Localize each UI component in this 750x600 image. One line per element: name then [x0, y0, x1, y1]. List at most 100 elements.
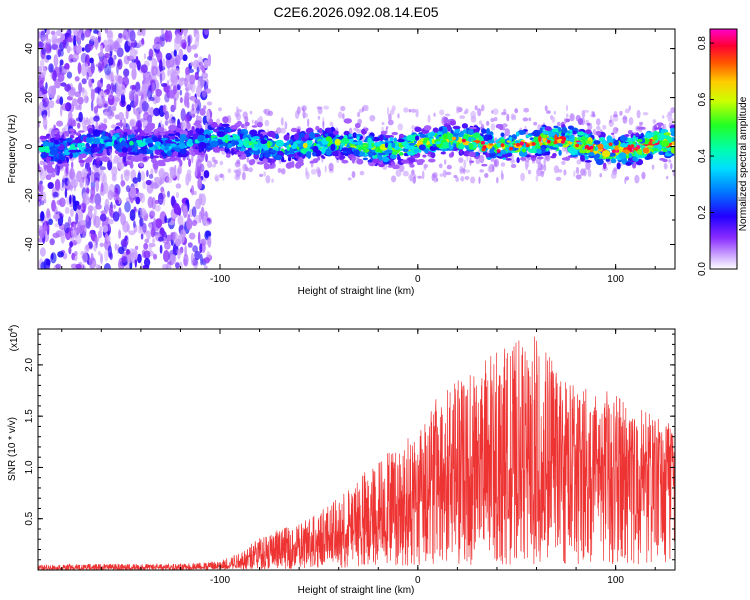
spectrogram-cell: [142, 156, 148, 161]
spectrogram-cell: [197, 177, 203, 190]
spectrogram-cell: [242, 111, 248, 120]
spectrogram-cell: [127, 152, 136, 155]
spectrogram-cell: [210, 119, 213, 124]
spectrogram-cell: [72, 53, 79, 61]
spectrogram-ticks: -100 0 100 -40 -20 0 20 40: [24, 29, 675, 285]
spectrogram-cell: [47, 182, 54, 189]
spectrogram-cell: [108, 204, 113, 216]
spectrogram-cell: [340, 105, 346, 112]
spectrogram-cell: [632, 156, 637, 162]
spectrogram-cell: [613, 139, 619, 146]
spectrogram-cell: [382, 156, 390, 163]
spectrogram-cell: [61, 179, 65, 188]
spectrogram-cell: [409, 163, 415, 168]
spectrogram-cell: [71, 229, 78, 235]
colorbar-tick-label: 0.2: [697, 205, 708, 219]
spectrogram-cell: [117, 60, 121, 66]
spectrogram-cell: [318, 127, 323, 134]
spectrogram-cell: [120, 173, 124, 181]
spectrogram-cell: [200, 65, 205, 71]
spectrogram-cell: [95, 155, 102, 165]
spectrogram-cell: [66, 45, 71, 54]
spectrogram-cell: [129, 162, 134, 169]
spectrogram-cell: [144, 238, 150, 244]
spectrogram-cell: [147, 142, 154, 148]
spectrogram-cell: [289, 154, 297, 157]
spectrogram-cell: [444, 113, 451, 117]
spectrogram-cell: [515, 131, 520, 137]
spectrogram-cell: [61, 162, 70, 167]
spectrogram-cell: [175, 127, 183, 133]
spectrogram-cell: [104, 249, 109, 262]
spectrogram-cell: [557, 169, 563, 173]
spectrogram-cell: [134, 110, 140, 116]
spectrogram-cell: [506, 113, 510, 122]
spectrogram-cell: [205, 88, 212, 94]
spectrogram-cell: [60, 232, 65, 244]
spectrogram-cell: [162, 58, 166, 71]
spectrogram-cell: [667, 117, 674, 122]
spectrogram-cell: [222, 116, 229, 124]
spectrogram-cell: [362, 104, 368, 112]
spectrogram-cell: [461, 123, 468, 129]
spectrogram-cell: [252, 136, 260, 140]
spectrogram-cell: [137, 172, 142, 183]
spectrogram-cell: [149, 156, 153, 159]
spectrogram-cell: [244, 163, 248, 171]
spectrogram-cell: [459, 147, 463, 155]
spectrogram-cell: [525, 143, 530, 148]
svg-text:(x104): (x104): [8, 325, 20, 352]
spectrogram-cell: [94, 36, 99, 50]
spectrogram-cell: [408, 109, 412, 113]
snr-frame: [37, 328, 676, 571]
spectrogram-cell: [43, 147, 51, 152]
spectrogram-cell: [169, 169, 177, 179]
spectrogram-cell: [550, 155, 556, 159]
spectrogram-cell: [411, 155, 420, 159]
spectrogram-cell: [325, 148, 332, 156]
spectrogram-cell: [150, 211, 155, 216]
spectrogram-cell: [330, 143, 336, 151]
colorbar-ticks: 0.0 0.2 0.4 0.6 0.8: [697, 36, 714, 276]
spectrogram-cell: [550, 147, 558, 150]
spectrogram-cell: [137, 228, 142, 234]
spectrogram-cell: [61, 134, 65, 138]
spectrogram-cell: [241, 129, 245, 134]
spectrogram-cell: [457, 144, 465, 150]
spectrogram-cell: [104, 63, 112, 76]
spectrogram-cell: [42, 135, 48, 140]
spectrogram-cell: [432, 144, 437, 147]
spectrogram-cell: [99, 90, 104, 97]
spectrogram-cell: [186, 44, 192, 53]
spectrogram-cell: [387, 165, 394, 168]
spectrogram-cell: [118, 229, 121, 239]
spectrogram-cell: [193, 29, 197, 38]
spectrogram-cell: [79, 225, 84, 235]
spectrogram-cell: [54, 163, 61, 176]
spectrogram-cell: [390, 153, 397, 159]
spectrogram-cell: [362, 157, 368, 161]
spectrogram-cell: [635, 132, 639, 136]
spectrogram-cell: [148, 242, 152, 255]
spectrogram-cell: [213, 159, 218, 165]
spectrogram-cell: [500, 169, 503, 178]
spectrogram-cell: [194, 250, 201, 261]
spectrogram-cell: [97, 62, 103, 73]
spectrogram-cell: [103, 263, 111, 269]
spectrogram-cell: [120, 238, 128, 248]
spectrogram-cell: [293, 133, 299, 141]
spectrogram-cell: [610, 158, 617, 164]
spectrogram-cell: [449, 120, 456, 126]
spectrogram-cell: [168, 119, 175, 124]
spectrogram-cell: [543, 158, 546, 167]
spectrogram-cell: [339, 155, 346, 160]
spectrogram-cell: [38, 224, 43, 231]
spectrogram-cell: [615, 127, 619, 132]
spectrogram-cell: [478, 135, 483, 141]
spectrogram-cell: [625, 154, 630, 159]
spectrogram-cell: [191, 219, 198, 227]
spectrogram-cell: [634, 147, 639, 151]
spectrogram-cell: [153, 107, 161, 117]
spectrogram-cell: [182, 205, 188, 218]
spectrogram-cell: [71, 161, 74, 169]
